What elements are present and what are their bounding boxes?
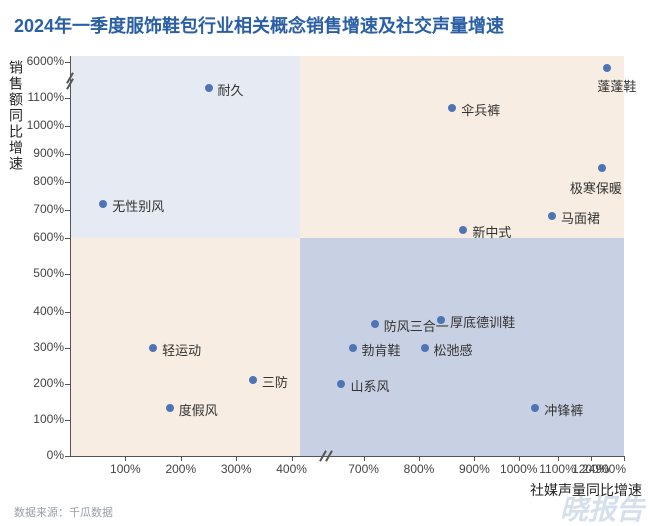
y-tick-label: 0%: [47, 448, 64, 462]
x-tick: [181, 456, 182, 461]
y-tick: [65, 456, 70, 457]
y-tick-label: 1000%: [27, 118, 64, 132]
x-tick: [591, 456, 592, 461]
x-tick-label: 24900%: [574, 462, 634, 476]
data-point-label: 新中式: [472, 222, 511, 241]
data-point-label: 蓬蓬鞋: [597, 76, 636, 95]
data-point-label: 山系风: [350, 376, 389, 395]
y-axis-line: [70, 56, 71, 456]
quadrant-top-left: [70, 56, 300, 238]
x-tick-label: 300%: [216, 462, 256, 476]
data-point-label: 厚底德训鞋: [450, 312, 515, 331]
x-tick: [558, 456, 559, 461]
x-tick-label: 1000%: [499, 462, 539, 476]
y-tick-label: 900%: [33, 146, 64, 160]
data-point-label: 度假风: [179, 400, 218, 419]
y-tick: [65, 62, 70, 63]
x-tick-label: 200%: [161, 462, 201, 476]
y-tick-label: 6000%: [27, 54, 64, 68]
x-tick: [624, 456, 625, 461]
y-tick: [65, 126, 70, 127]
x-tick: [292, 456, 293, 461]
y-tick: [65, 312, 70, 313]
data-point: [371, 320, 379, 328]
y-tick: [65, 274, 70, 275]
watermark: 晓报告: [560, 488, 644, 526]
data-source: 数据来源：千瓜数据: [14, 504, 113, 520]
data-point: [249, 376, 257, 384]
y-tick: [65, 98, 70, 99]
y-tick: [65, 348, 70, 349]
y-tick: [65, 182, 70, 183]
y-tick-label: 700%: [33, 202, 64, 216]
data-point-label: 轻运动: [162, 340, 201, 359]
chart-title: 2024年一季度服饰鞋包行业相关概念销售增速及社交声量增速: [14, 12, 504, 38]
data-point: [421, 344, 429, 352]
data-point: [548, 212, 556, 220]
data-point-label: 勃肯鞋: [362, 340, 401, 359]
y-tick: [65, 420, 70, 421]
x-tick-label: 800%: [399, 462, 439, 476]
y-tick-label: 800%: [33, 174, 64, 188]
y-tick-label: 1100%: [28, 90, 64, 104]
data-point-label: 马面裙: [561, 208, 600, 227]
y-tick-label: 100%: [33, 412, 64, 426]
y-axis-label: 销售额同比增速: [6, 60, 26, 172]
x-tick: [364, 456, 365, 461]
x-tick: [419, 456, 420, 461]
x-tick: [236, 456, 237, 461]
x-tick-label: 100%: [105, 462, 145, 476]
data-point-label: 伞兵裤: [461, 100, 500, 119]
data-point: [598, 164, 606, 172]
x-axis-line: [70, 456, 624, 457]
y-tick-label: 300%: [33, 340, 64, 354]
x-tick-label: 700%: [344, 462, 384, 476]
y-tick: [65, 384, 70, 385]
x-tick: [474, 456, 475, 461]
data-point-label: 无性别风: [112, 196, 164, 215]
scatter-chart: 2024年一季度服饰鞋包行业相关概念销售增速及社交声量增速 0% 100% 200% 3…: [0, 0, 660, 526]
data-point: [166, 404, 174, 412]
data-point-label: 松弛感: [434, 340, 473, 359]
y-tick-label: 200%: [33, 376, 64, 390]
y-tick: [65, 210, 70, 211]
y-tick: [65, 154, 70, 155]
data-point: [349, 344, 357, 352]
data-point-label: 耐久: [218, 80, 244, 99]
y-tick-label: 600%: [33, 230, 64, 244]
x-tick-label: 400%: [272, 462, 312, 476]
x-tick: [125, 456, 126, 461]
x-tick-label: 900%: [454, 462, 494, 476]
data-point-label: 冲锋裤: [544, 400, 583, 419]
x-tick: [519, 456, 520, 461]
y-tick: [65, 238, 70, 239]
data-point-label: 三防: [262, 372, 288, 391]
data-point: [205, 84, 213, 92]
y-tick-label: 400%: [33, 304, 64, 318]
data-point-label: 极寒保暖: [570, 178, 622, 197]
y-tick-label: 500%: [33, 266, 64, 280]
